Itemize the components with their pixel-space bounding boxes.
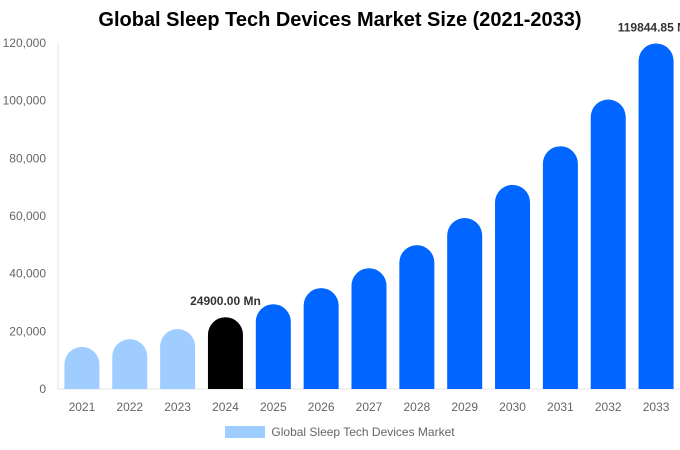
x-tick-label: 2029: [451, 400, 478, 414]
data-label-2033: 119844.85 Mn: [618, 20, 680, 34]
x-tick-label: 2028: [403, 400, 430, 414]
x-tick-label: 2025: [260, 400, 287, 414]
x-tick-label: 2022: [116, 400, 143, 414]
x-tick-label: 2027: [356, 400, 383, 414]
bar-2021: [64, 346, 100, 389]
y-tick-label: 100,000: [3, 94, 47, 108]
legend[interactable]: Global Sleep Tech Devices Market: [0, 425, 680, 439]
legend-label: Global Sleep Tech Devices Market: [271, 425, 455, 439]
bar-2031: [542, 146, 578, 389]
data-label-2024: 24900.00 Mn: [190, 294, 261, 308]
y-tick-label: 0: [39, 382, 46, 396]
y-tick-label: 120,000: [3, 36, 47, 50]
x-tick-label: 2032: [595, 400, 622, 414]
x-tick-label: 2021: [69, 400, 96, 414]
y-tick-label: 40,000: [9, 267, 46, 281]
y-tick-label: 80,000: [9, 151, 46, 165]
bar-2025: [255, 304, 291, 389]
bar-2029: [447, 218, 483, 389]
bar-2030: [495, 184, 531, 389]
y-tick-label: 60,000: [9, 209, 46, 223]
bar-2027: [351, 268, 387, 389]
bar-2028: [399, 245, 435, 389]
chart-title: Global Sleep Tech Devices Market Size (2…: [98, 9, 582, 31]
bar-2024: [207, 317, 243, 389]
bar-2026: [303, 288, 339, 389]
x-tick-label: 2033: [643, 400, 670, 414]
y-tick-label: 20,000: [9, 324, 46, 338]
bar-2033: [638, 43, 674, 389]
x-tick-label: 2031: [547, 400, 574, 414]
x-tick-label: 2023: [164, 400, 191, 414]
x-tick-label: 2026: [308, 400, 335, 414]
legend-swatch: [225, 426, 266, 438]
bar-2022: [112, 339, 148, 389]
bar-2023: [160, 329, 196, 389]
x-tick-label: 2024: [212, 400, 239, 414]
x-tick-label: 2030: [499, 400, 526, 414]
bar-2032: [590, 99, 626, 389]
